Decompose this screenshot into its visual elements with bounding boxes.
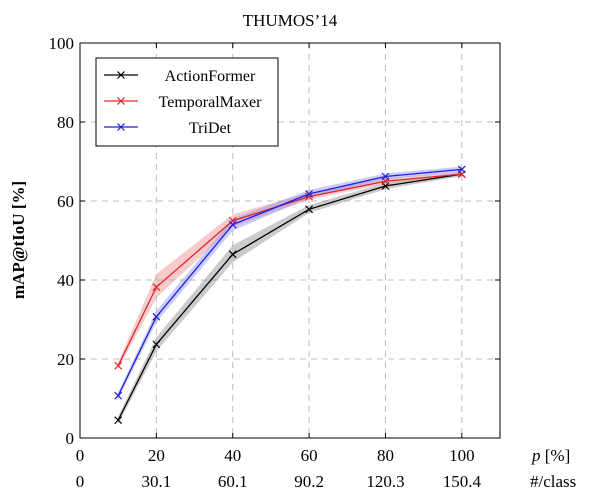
legend-label: TriDet bbox=[189, 120, 232, 137]
point-temporalmaxer bbox=[305, 192, 314, 201]
x-secondary-tick-label: 0 bbox=[76, 472, 85, 491]
y-tick-label: 100 bbox=[49, 34, 75, 53]
x-tick-labels: 0 20 40 60 80 100 bbox=[76, 446, 475, 465]
x-tick-label: 40 bbox=[224, 446, 241, 465]
legend: ActionFormer TemporalMaxer TriDet bbox=[95, 57, 279, 147]
y-axis-label: mAP@tIoU [%] bbox=[9, 181, 28, 299]
point-actionformer bbox=[228, 250, 237, 259]
x-tick-label: 60 bbox=[301, 446, 318, 465]
legend-item-temporalmaxer: TemporalMaxer bbox=[104, 94, 262, 111]
point-actionformer bbox=[152, 340, 161, 349]
data-points bbox=[114, 165, 466, 425]
chart-title: THUMOS’14 bbox=[243, 11, 338, 30]
point-tridet bbox=[114, 391, 123, 400]
legend-marker bbox=[117, 97, 125, 105]
point-actionformer bbox=[114, 416, 123, 425]
x-secondary-tick-label: 120.3 bbox=[366, 472, 404, 491]
y-tick-label: 0 bbox=[66, 429, 75, 448]
legend-item-tridet: TriDet bbox=[104, 120, 232, 137]
x-secondary-tick-label: 60.1 bbox=[218, 472, 248, 491]
plot-frame bbox=[79, 42, 501, 439]
legend-label: TemporalMaxer bbox=[159, 94, 263, 111]
x-tick-label: 80 bbox=[377, 446, 394, 465]
line-tridet bbox=[117, 168, 462, 397]
y-tick-label: 20 bbox=[57, 350, 74, 369]
point-tridet bbox=[381, 172, 390, 181]
confidence-bands bbox=[118, 166, 462, 425]
point-tridet bbox=[152, 312, 161, 321]
point-tridet bbox=[228, 220, 237, 229]
y-tick-label: 80 bbox=[57, 113, 74, 132]
x-axis-label: p [%] bbox=[531, 446, 570, 465]
series-lines bbox=[117, 168, 462, 421]
band-actionformer bbox=[118, 172, 462, 425]
x-secondary-tick-label: 150.4 bbox=[443, 472, 482, 491]
legend-marker bbox=[117, 123, 125, 131]
x-tick-label: 20 bbox=[148, 446, 165, 465]
x-secondary-tick-label: 90.2 bbox=[294, 472, 324, 491]
point-tridet bbox=[305, 189, 314, 198]
legend-box bbox=[95, 57, 279, 147]
x-tick-label: 0 bbox=[76, 446, 85, 465]
legend-marker bbox=[117, 71, 125, 79]
axis-ticks bbox=[79, 42, 500, 439]
x-secondary-tick-label: 30.1 bbox=[141, 472, 171, 491]
y-tick-label: 60 bbox=[57, 192, 74, 211]
x-tick-label: 100 bbox=[449, 446, 475, 465]
y-tick-labels: 0 20 40 60 80 100 bbox=[49, 34, 75, 448]
x-secondary-tick-labels: 0 30.1 60.1 90.2 120.3 150.4 bbox=[76, 472, 482, 491]
legend-item-actionformer: ActionFormer bbox=[104, 68, 256, 85]
point-temporalmaxer bbox=[114, 361, 123, 370]
y-tick-label: 40 bbox=[57, 271, 74, 290]
line-actionformer bbox=[117, 173, 462, 421]
point-actionformer bbox=[305, 205, 314, 214]
band-tridet bbox=[118, 166, 462, 400]
x-secondary-axis-label: #/class bbox=[530, 472, 576, 491]
point-temporalmaxer bbox=[152, 283, 161, 292]
point-tridet bbox=[457, 165, 466, 174]
legend-label: ActionFormer bbox=[165, 68, 256, 85]
